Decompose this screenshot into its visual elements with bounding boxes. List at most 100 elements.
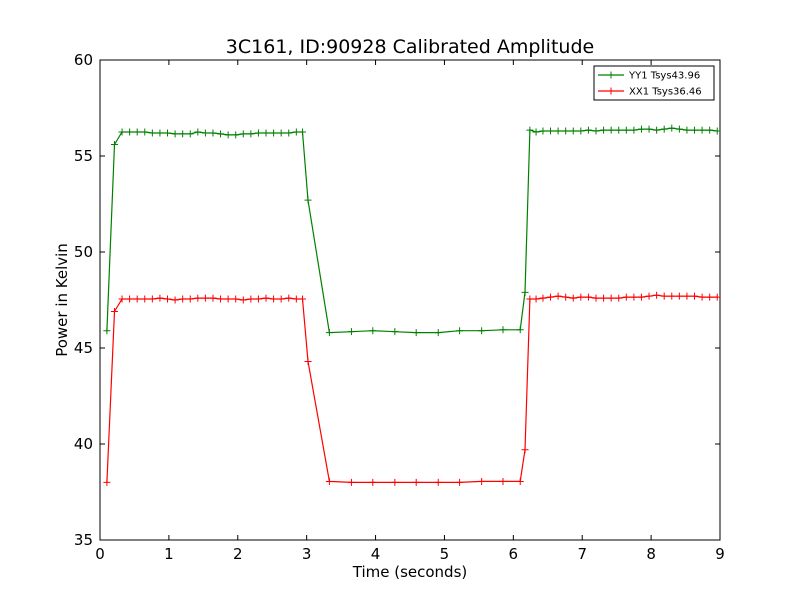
legend-label: YY1 Tsys43.96 bbox=[628, 71, 700, 82]
data-point bbox=[186, 130, 194, 138]
legend-item: XX1 Tsys36.46 bbox=[598, 87, 702, 98]
data-point bbox=[584, 126, 592, 134]
data-point bbox=[254, 295, 262, 303]
data-point bbox=[554, 127, 562, 135]
series-layer bbox=[103, 124, 721, 486]
data-point bbox=[668, 124, 676, 132]
data-point bbox=[456, 327, 464, 335]
data-point bbox=[224, 131, 232, 139]
data-point bbox=[194, 128, 202, 136]
data-point bbox=[118, 128, 126, 136]
data-point bbox=[133, 128, 141, 136]
plot-area-frame bbox=[99, 59, 721, 541]
data-point bbox=[547, 293, 555, 301]
y-tick-label: 50 bbox=[74, 243, 93, 261]
data-point bbox=[683, 292, 691, 300]
data-point bbox=[164, 129, 172, 137]
data-point bbox=[698, 126, 706, 134]
data-point bbox=[412, 329, 420, 337]
data-point bbox=[660, 292, 668, 300]
data-point bbox=[521, 446, 529, 454]
data-point bbox=[186, 295, 194, 303]
data-point bbox=[292, 295, 300, 303]
series-2 bbox=[103, 291, 721, 486]
data-point bbox=[706, 293, 714, 301]
series-1 bbox=[103, 124, 721, 337]
data-point bbox=[292, 128, 300, 136]
data-point bbox=[299, 295, 307, 303]
data-point bbox=[653, 126, 661, 134]
data-point bbox=[171, 130, 179, 138]
data-point bbox=[607, 294, 615, 302]
x-tick-label: 4 bbox=[371, 545, 381, 563]
data-point bbox=[232, 295, 240, 303]
data-point bbox=[110, 140, 118, 148]
data-point bbox=[539, 294, 547, 302]
legend-swatch-marker bbox=[607, 87, 615, 95]
data-point bbox=[668, 292, 676, 300]
data-point bbox=[239, 130, 247, 138]
legend-box bbox=[593, 65, 715, 101]
data-point bbox=[691, 126, 699, 134]
data-point bbox=[615, 126, 623, 134]
data-point bbox=[592, 127, 600, 135]
data-point bbox=[499, 477, 507, 485]
legend-label: XX1 Tsys36.46 bbox=[629, 87, 702, 98]
data-point bbox=[600, 126, 608, 134]
data-point bbox=[126, 128, 134, 136]
data-point bbox=[285, 294, 293, 302]
legend-items: YY1 Tsys43.96 XX1 Tsys36.46 bbox=[598, 71, 702, 98]
legend-item: YY1 Tsys43.96 bbox=[598, 71, 700, 82]
data-point bbox=[562, 127, 570, 135]
data-point bbox=[141, 295, 149, 303]
data-point bbox=[179, 295, 187, 303]
data-point bbox=[539, 127, 547, 135]
data-point bbox=[164, 295, 172, 303]
data-point bbox=[277, 129, 285, 137]
data-point bbox=[622, 293, 630, 301]
data-point bbox=[562, 293, 570, 301]
data-point bbox=[499, 326, 507, 334]
data-point bbox=[347, 478, 355, 486]
data-point bbox=[232, 131, 240, 139]
data-point bbox=[600, 294, 608, 302]
y-tick-label: 45 bbox=[74, 339, 93, 357]
data-point bbox=[478, 477, 486, 485]
data-point bbox=[277, 295, 285, 303]
data-point bbox=[304, 357, 312, 365]
x-axis-label: Time (seconds) bbox=[352, 563, 468, 581]
data-point bbox=[262, 129, 270, 137]
data-point bbox=[547, 127, 555, 135]
data-point bbox=[630, 126, 638, 134]
data-point bbox=[369, 478, 377, 486]
data-point bbox=[526, 295, 534, 303]
data-point bbox=[156, 129, 164, 137]
data-point bbox=[706, 126, 714, 134]
data-point bbox=[577, 127, 585, 135]
data-point bbox=[325, 477, 333, 485]
data-point bbox=[645, 292, 653, 300]
data-point bbox=[675, 292, 683, 300]
x-tick-label: 0 bbox=[95, 545, 105, 563]
data-point bbox=[434, 478, 442, 486]
data-point bbox=[133, 295, 141, 303]
data-point bbox=[516, 326, 524, 334]
data-point bbox=[577, 293, 585, 301]
data-point bbox=[103, 327, 111, 335]
y-tick-label: 55 bbox=[74, 147, 93, 165]
data-point bbox=[691, 292, 699, 300]
data-point bbox=[622, 126, 630, 134]
data-point bbox=[148, 129, 156, 137]
x-tick-label: 8 bbox=[646, 545, 656, 563]
y-tick-label: 35 bbox=[74, 531, 93, 549]
data-point bbox=[270, 295, 278, 303]
data-point bbox=[217, 295, 225, 303]
data-point bbox=[325, 329, 333, 337]
data-point bbox=[592, 294, 600, 302]
data-point bbox=[194, 294, 202, 302]
data-point bbox=[247, 130, 255, 138]
x-tick-label: 2 bbox=[233, 545, 243, 563]
data-point bbox=[569, 127, 577, 135]
data-point bbox=[391, 478, 399, 486]
data-point bbox=[713, 127, 721, 135]
